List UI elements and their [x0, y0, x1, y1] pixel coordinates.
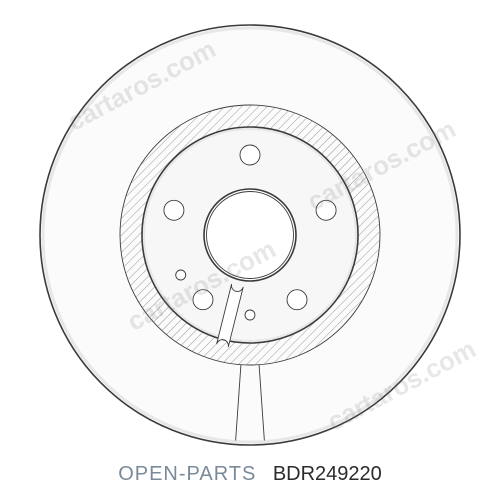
part-number: BDR249220 — [273, 463, 382, 485]
brand-label: OPEN-PARTS — [118, 463, 256, 485]
footer: OPEN-PARTS BDR249220 — [0, 463, 500, 486]
